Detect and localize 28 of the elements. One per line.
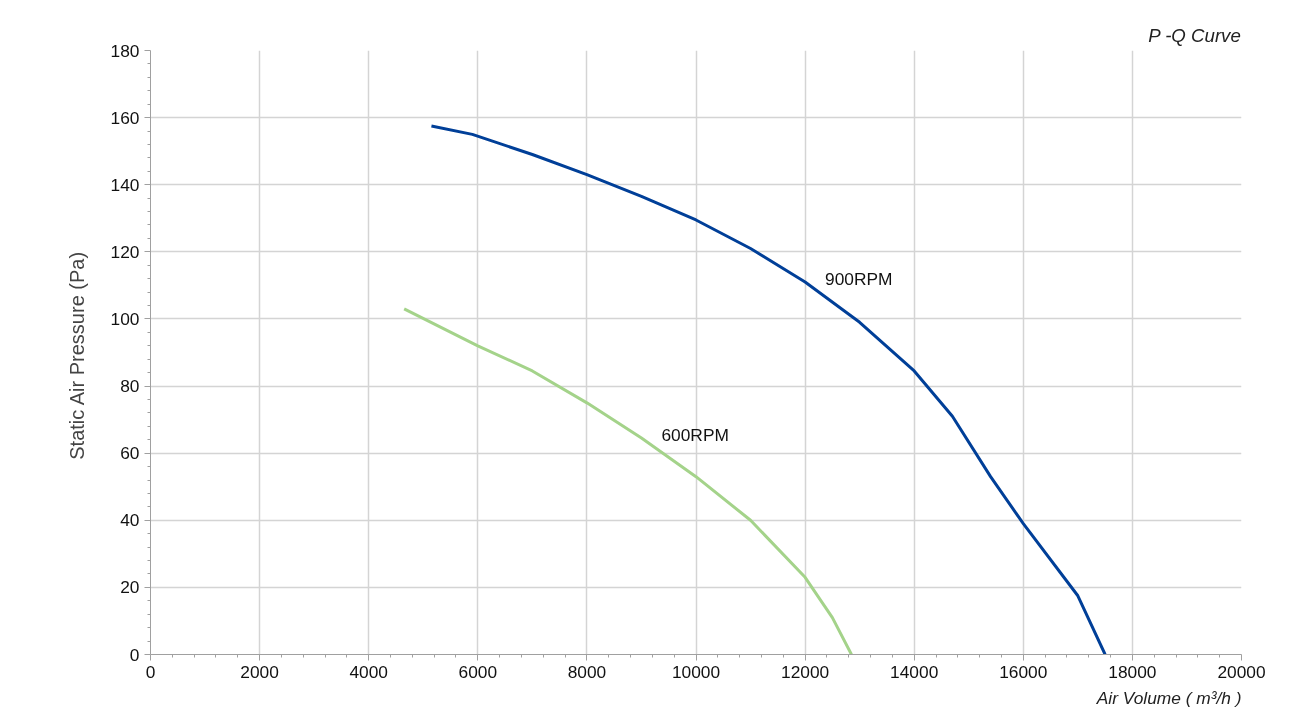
y-tick-label: 160: [110, 107, 140, 128]
y-tick-label: 0: [129, 644, 140, 665]
x-tick-label: 10000: [671, 661, 721, 682]
x-tick-label: 4000: [349, 661, 388, 682]
y-tick-label: 20: [120, 577, 140, 598]
x-axis-title: Air Volume ( m³/h ): [1095, 687, 1242, 708]
y-tick-label: 80: [120, 376, 140, 397]
x-tick-label: 14000: [890, 661, 939, 682]
y-tick-label: 60: [120, 443, 140, 464]
x-tick-label: 0: [145, 661, 156, 682]
y-tick-label: 180: [110, 40, 140, 61]
x-tick-label: 16000: [999, 661, 1048, 682]
x-tick-label: 12000: [781, 661, 830, 682]
y-tick-label: 40: [120, 510, 140, 531]
x-tick-label: 20000: [1217, 661, 1266, 682]
x-tick-label: 18000: [1108, 661, 1157, 682]
series-label: 900RPM: [825, 269, 893, 290]
y-tick-label: 100: [110, 308, 140, 329]
line-series: [429, 124, 1107, 655]
y-tick-label: 140: [110, 174, 140, 195]
x-tick-label: 8000: [567, 661, 607, 682]
y-tick-label: 120: [110, 241, 140, 262]
line-series: [402, 307, 853, 655]
series-label: 600RPM: [661, 425, 729, 446]
y-axis-title: Static Air Pressure (Pa): [65, 251, 88, 460]
chart-title: P -Q Curve: [1148, 24, 1241, 46]
x-tick-label: 2000: [240, 661, 279, 682]
x-tick-label: 6000: [458, 661, 498, 682]
